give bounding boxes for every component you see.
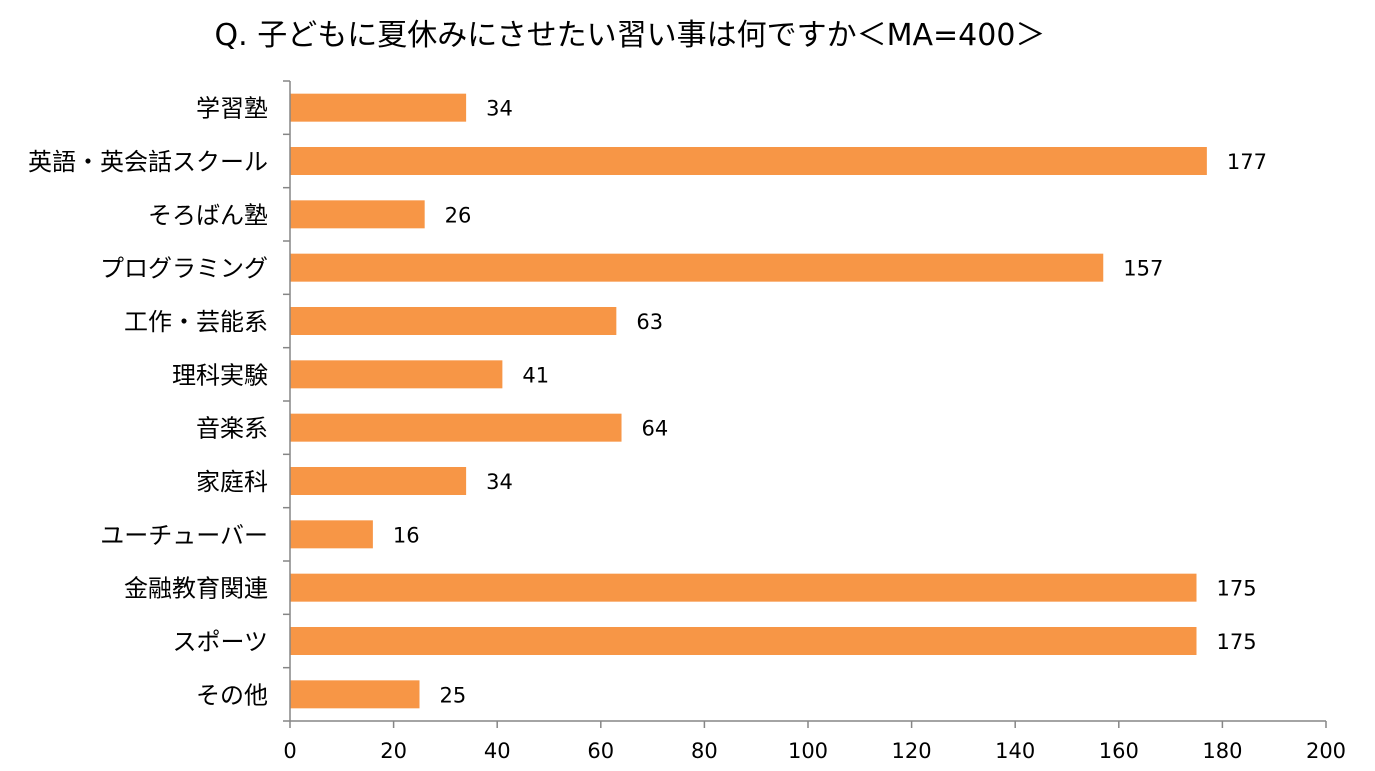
data-label: 25 [440,683,467,707]
category-label: 学習塾 [196,95,268,123]
x-tick-label: 160 [1099,739,1139,763]
x-tick-label: 60 [587,739,614,763]
bar [290,200,425,229]
data-label: 63 [636,310,663,334]
data-label: 157 [1123,257,1163,281]
bar [290,147,1207,175]
data-label: 26 [445,203,472,227]
data-label: 177 [1227,150,1267,174]
data-label: 16 [393,523,420,547]
axes-group: 0 20 40 60 80 100 120 140 160 180 200 [283,80,1346,763]
category-label: ユーチューバー [100,521,268,549]
data-label: 64 [642,417,669,441]
chart-title: Q. 子どもに夏休みにさせたい習い事は何ですか＜MA=400＞ [215,18,1046,53]
category-label: その他 [196,681,268,709]
category-label: 家庭科 [196,468,268,496]
bar [290,253,1104,282]
category-label: スポーツ [172,628,268,656]
bar [290,467,467,495]
data-label: 41 [522,363,549,387]
bar [290,680,420,709]
x-tick-label: 20 [380,739,407,763]
x-tick-label: 40 [484,739,511,763]
bar [290,360,503,389]
category-label: 金融教育関連 [124,575,268,603]
x-tick-label: 80 [691,739,718,763]
x-tick-label: 100 [788,739,828,763]
x-tick-label: 120 [892,739,932,763]
data-label: 34 [486,470,513,494]
bar [290,413,622,442]
x-tick-label: 140 [995,739,1035,763]
bar [290,573,1197,602]
data-label: 175 [1217,577,1257,601]
category-label: 理科実験 [172,361,268,389]
category-label: 英語・英会話スクール [28,148,268,176]
bars-group: 学習塾 34 英語・英会話スクール 177 そろばん塾 26 プログラミング 157 工作・芸能… [28,93,1267,709]
x-tick-label: 0 [283,739,296,763]
category-label: プログラミング [100,255,268,283]
x-tick-label: 200 [1306,739,1346,763]
bar [290,93,467,122]
bar [290,307,617,335]
x-tick-label: 180 [1202,739,1242,763]
bar [290,520,373,549]
category-label: 音楽系 [196,415,268,443]
data-label: 175 [1217,630,1257,654]
category-label: 工作・芸能系 [124,308,268,336]
bar [290,627,1197,655]
data-label: 34 [486,97,513,121]
category-label: そろばん塾 [148,201,268,229]
